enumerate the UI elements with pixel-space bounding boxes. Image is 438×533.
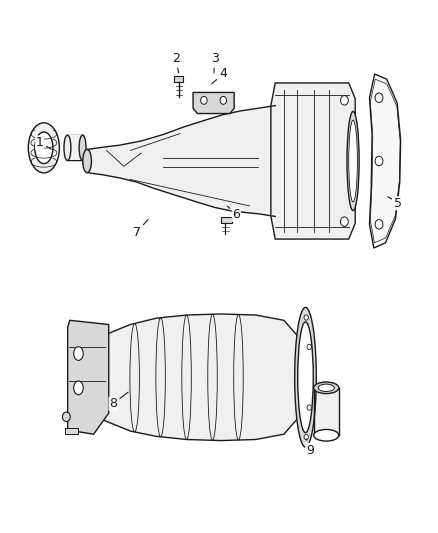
Ellipse shape — [307, 405, 311, 410]
Ellipse shape — [349, 120, 357, 202]
Ellipse shape — [63, 412, 70, 422]
Ellipse shape — [375, 220, 383, 229]
Ellipse shape — [220, 96, 226, 104]
Ellipse shape — [318, 384, 334, 392]
Polygon shape — [67, 320, 109, 434]
Ellipse shape — [307, 344, 311, 350]
Ellipse shape — [74, 381, 83, 394]
Text: 4: 4 — [212, 68, 227, 84]
Ellipse shape — [375, 93, 383, 102]
Text: 7: 7 — [133, 220, 148, 239]
Polygon shape — [314, 388, 339, 435]
Polygon shape — [104, 314, 297, 441]
Polygon shape — [193, 92, 234, 114]
Ellipse shape — [304, 315, 308, 320]
Ellipse shape — [64, 135, 71, 160]
Ellipse shape — [314, 382, 339, 393]
Ellipse shape — [79, 135, 86, 160]
Ellipse shape — [83, 149, 92, 173]
Text: 1: 1 — [35, 136, 51, 149]
Polygon shape — [271, 83, 355, 239]
Ellipse shape — [375, 156, 383, 166]
Bar — [67, 135, 83, 160]
Ellipse shape — [298, 322, 313, 433]
Text: 6: 6 — [227, 206, 240, 221]
Text: 5: 5 — [388, 197, 403, 209]
Ellipse shape — [347, 111, 359, 211]
Ellipse shape — [295, 308, 316, 447]
Text: 2: 2 — [172, 52, 180, 73]
Text: 3: 3 — [211, 52, 219, 73]
Ellipse shape — [74, 346, 83, 360]
Ellipse shape — [201, 96, 207, 104]
Ellipse shape — [314, 430, 339, 441]
Ellipse shape — [304, 434, 308, 440]
Bar — [66, 428, 78, 434]
Ellipse shape — [35, 132, 53, 164]
Polygon shape — [370, 74, 401, 248]
Bar — [174, 76, 183, 82]
Bar — [221, 217, 232, 223]
Text: 8: 8 — [109, 392, 128, 410]
Ellipse shape — [28, 123, 60, 173]
Text: 9: 9 — [306, 439, 314, 457]
Ellipse shape — [340, 95, 348, 105]
Ellipse shape — [340, 217, 348, 227]
Polygon shape — [87, 106, 275, 216]
